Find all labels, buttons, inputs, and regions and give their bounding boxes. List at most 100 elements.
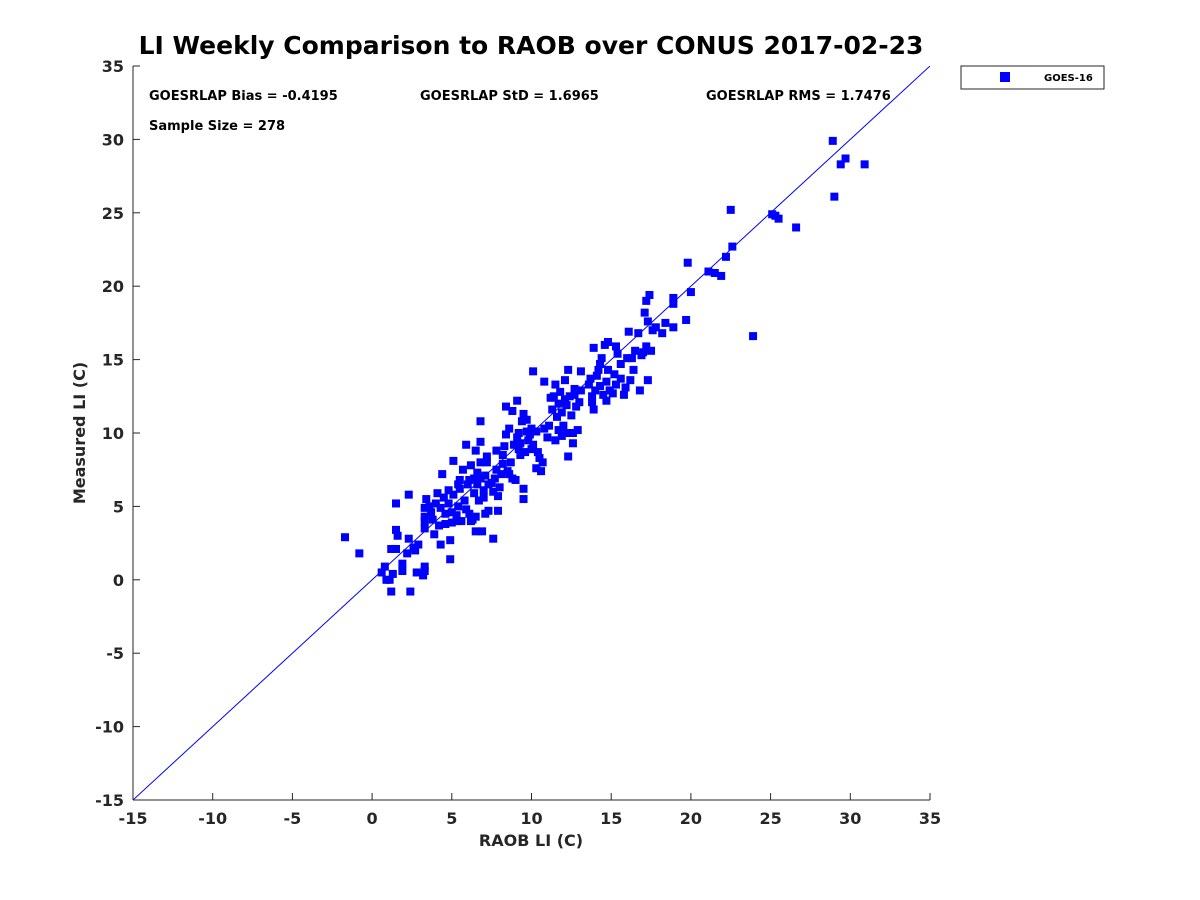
data-point xyxy=(500,442,509,451)
data-point xyxy=(521,448,530,457)
data-point xyxy=(341,533,350,542)
data-point xyxy=(576,367,585,376)
data-point xyxy=(608,389,617,398)
rms-stat: GOESRLAP RMS = 1.7476 xyxy=(706,89,891,104)
data-point xyxy=(505,424,514,433)
data-point xyxy=(452,517,461,526)
data-point xyxy=(506,458,515,467)
data-point xyxy=(623,354,632,363)
data-point xyxy=(717,271,726,280)
bias-stat: GOESRLAP Bias = -0.4195 xyxy=(149,89,338,104)
data-point xyxy=(860,160,869,169)
data-point xyxy=(511,475,520,484)
x-tick-label: 30 xyxy=(839,809,861,828)
data-point xyxy=(404,490,413,499)
data-point xyxy=(513,396,522,405)
data-point xyxy=(481,471,490,480)
y-tick-label: -15 xyxy=(95,791,124,810)
data-point xyxy=(556,387,565,396)
data-point xyxy=(602,396,611,405)
x-tick-label: 10 xyxy=(520,809,542,828)
x-tick-label: 25 xyxy=(759,809,781,828)
data-point xyxy=(425,502,434,511)
data-point xyxy=(841,154,850,163)
data-point xyxy=(398,559,407,568)
data-point xyxy=(545,421,554,430)
data-point xyxy=(728,242,737,251)
data-point xyxy=(462,440,471,449)
data-point xyxy=(462,505,471,514)
data-point xyxy=(568,439,577,448)
data-point xyxy=(548,405,557,414)
x-tick-label: 20 xyxy=(680,809,702,828)
data-point xyxy=(669,323,678,332)
data-point xyxy=(498,459,507,468)
data-point xyxy=(404,534,413,543)
y-tick-label: 0 xyxy=(113,571,124,590)
data-point xyxy=(560,376,569,385)
data-point xyxy=(466,461,475,470)
data-point xyxy=(460,496,469,505)
data-point xyxy=(562,401,571,410)
data-point xyxy=(476,437,485,446)
x-tick-label: 35 xyxy=(919,809,941,828)
data-point xyxy=(490,474,499,483)
data-point xyxy=(592,371,601,380)
data-point xyxy=(610,370,619,379)
chart-title: LI Weekly Comparison to RAOB over CONUS … xyxy=(139,31,924,60)
data-point xyxy=(479,486,488,495)
data-point xyxy=(455,475,464,484)
data-point xyxy=(509,440,518,449)
data-point xyxy=(682,315,691,324)
y-tick-label: 10 xyxy=(102,424,124,443)
data-point xyxy=(589,405,598,414)
data-point xyxy=(669,299,678,308)
data-point xyxy=(553,412,562,421)
x-tick-label: 15 xyxy=(600,809,622,828)
data-point xyxy=(575,398,584,407)
data-point xyxy=(355,549,364,558)
data-point xyxy=(473,480,482,489)
data-point xyxy=(529,440,538,449)
data-point xyxy=(422,495,431,504)
data-point xyxy=(392,499,401,508)
data-point xyxy=(420,512,429,521)
data-point xyxy=(551,436,560,445)
data-point xyxy=(457,517,466,526)
data-point xyxy=(535,453,544,462)
data-point xyxy=(616,374,625,383)
data-point xyxy=(828,136,837,145)
data-point xyxy=(471,527,480,536)
data-point xyxy=(836,160,845,169)
data-point xyxy=(792,223,801,232)
data-point xyxy=(643,376,652,385)
data-point xyxy=(619,390,628,399)
data-point xyxy=(596,360,605,369)
y-tick-label: 5 xyxy=(113,497,124,516)
data-point xyxy=(465,475,474,484)
data-point xyxy=(519,495,528,504)
data-point xyxy=(538,458,547,467)
data-point xyxy=(476,458,485,467)
y-tick-label: 25 xyxy=(102,204,124,223)
data-point xyxy=(621,383,630,392)
data-point xyxy=(527,424,536,433)
data-point xyxy=(392,544,401,553)
data-point xyxy=(482,458,491,467)
x-tick-label: -15 xyxy=(119,809,148,828)
data-point xyxy=(505,470,514,479)
data-point xyxy=(749,332,758,341)
data-point xyxy=(540,377,549,386)
data-point xyxy=(465,509,474,518)
data-point xyxy=(449,456,458,465)
data-point xyxy=(642,296,651,305)
data-point xyxy=(514,429,523,437)
data-point xyxy=(435,521,444,530)
data-point xyxy=(532,427,541,436)
data-point xyxy=(557,431,566,440)
data-point xyxy=(411,546,420,555)
data-point xyxy=(388,569,397,578)
data-point xyxy=(589,343,598,352)
data-point xyxy=(525,430,534,439)
data-point xyxy=(661,318,670,327)
